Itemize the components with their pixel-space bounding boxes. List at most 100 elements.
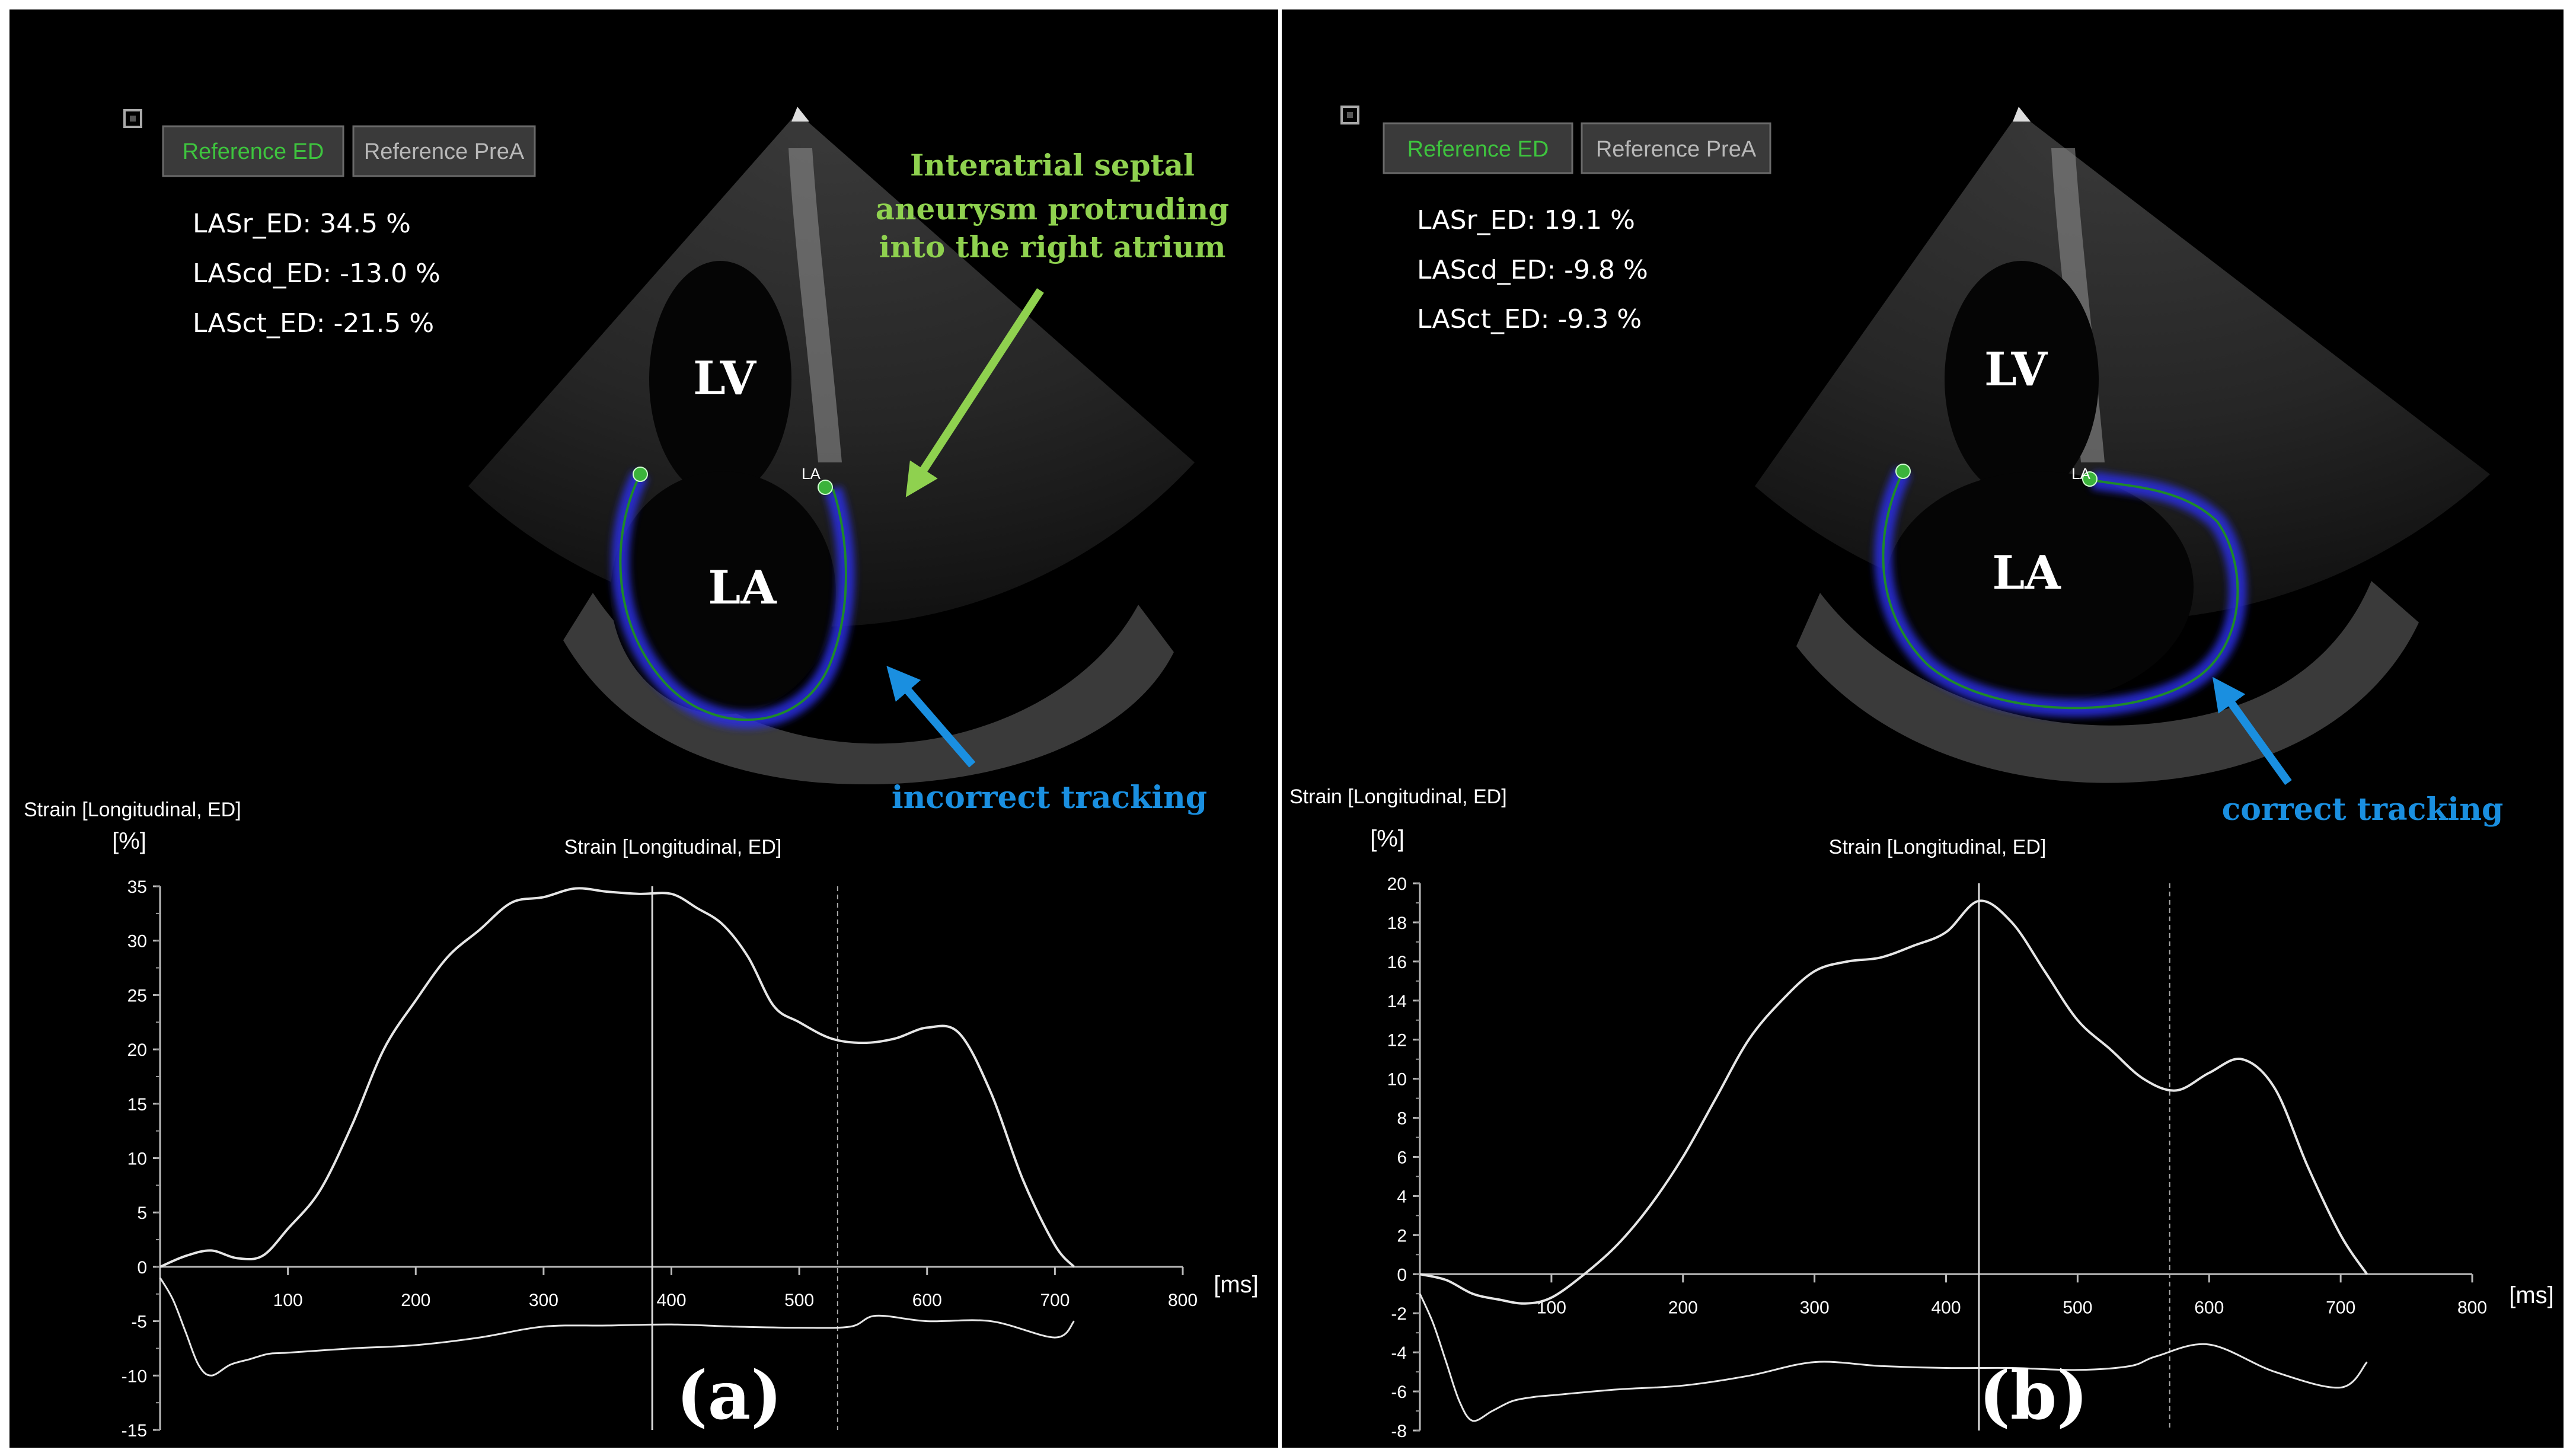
- x-tick-label: 100: [273, 1291, 303, 1310]
- y-tick-label: 20: [1387, 874, 1407, 894]
- chart-xlabel-b: [ms]: [2509, 1282, 2554, 1308]
- strain-chart-a: Strain [Longitudinal, ED] Strain [Longit…: [24, 799, 1259, 1441]
- y-tick-label: 0: [1397, 1265, 1407, 1285]
- reference-ed-button-a-bg[interactable]: [162, 125, 344, 177]
- series-line-strain-rate: [159, 1277, 1075, 1377]
- echo-bright-wall-a: [563, 593, 1174, 785]
- tracking-point-a1: [633, 467, 648, 482]
- correct-tracking-arrow-icon: [2212, 676, 2292, 786]
- incorrect-tracking-label: incorrect tracking: [892, 780, 1207, 816]
- y-tick-label: 15: [127, 1095, 147, 1115]
- panel-letter-a: (a): [676, 1357, 783, 1435]
- reference-ed-label-b: Reference ED: [1407, 137, 1549, 162]
- x-tick-label: 400: [656, 1291, 686, 1310]
- x-tick-label: 300: [1800, 1298, 1830, 1317]
- y-tick-label: 4: [1397, 1187, 1407, 1206]
- reference-ed-button-a[interactable]: Reference ED: [162, 125, 344, 177]
- y-tick-label: -10: [122, 1366, 147, 1386]
- echo-sector-b: [1755, 113, 2490, 621]
- chart-title-a: Strain [Longitudinal, ED]: [564, 836, 782, 858]
- la-marker-label-a: LA: [802, 465, 821, 483]
- measurement-lasr-a: LASr_ED: 34.5 %: [193, 209, 411, 239]
- y-tick-label: 16: [1387, 953, 1407, 972]
- echo-septum-a: [788, 148, 842, 462]
- x-tick-label: 500: [784, 1291, 814, 1310]
- lv-label-b: LV: [1984, 343, 2048, 397]
- reference-prea-label-a: Reference PreA: [364, 139, 525, 164]
- strain-chart-b: Strain [Longitudinal, ED] Strain [Longit…: [1289, 786, 2554, 1441]
- y-tick-label: 12: [1387, 1031, 1407, 1051]
- y-tick-label: 0: [137, 1258, 147, 1278]
- reference-prea-button-a-bg[interactable]: [352, 125, 536, 177]
- tracking-contour-b: [1882, 471, 2239, 710]
- x-tick-label: 800: [1168, 1291, 1198, 1310]
- echo-image-a: [468, 107, 1195, 785]
- y-tick-label: 10: [127, 1150, 147, 1169]
- x-tick-label: 600: [912, 1291, 942, 1310]
- chart-title-b: Strain [Longitudinal, ED]: [1829, 836, 2047, 858]
- tracking-point-a2: [818, 480, 833, 495]
- measurement-lasct-a: LASct_ED: -21.5 %: [193, 308, 434, 339]
- measurement-lascd-b: LAScd_ED: -9.8 %: [1417, 255, 1648, 285]
- x-tick-label: 500: [2063, 1298, 2092, 1317]
- correct-tracking-annotation: correct tracking: [2212, 676, 2504, 828]
- chart-ylabel-b: [%]: [1370, 826, 1404, 852]
- y-tick-label: -6: [1391, 1382, 1407, 1402]
- correct-tracking-label: correct tracking: [2222, 791, 2504, 828]
- x-tick-label: 800: [2457, 1298, 2487, 1317]
- y-tick-label: -2: [1391, 1304, 1407, 1324]
- la-marker-label-b: LA: [2071, 465, 2090, 483]
- tracking-point-b1: [1895, 464, 1911, 479]
- y-tick-label: 5: [137, 1203, 147, 1223]
- chart-outer-label-b: Strain [Longitudinal, ED]: [1289, 786, 1507, 808]
- x-tick-label: 300: [529, 1291, 558, 1310]
- y-tick-label: 2: [1397, 1226, 1407, 1246]
- x-tick-label: 200: [401, 1291, 430, 1310]
- y-tick-label: 6: [1397, 1148, 1407, 1168]
- checkbox-fill-b: [1347, 112, 1353, 118]
- panel-a: LV LA LA Reference ED Reference PreA LAS…: [7, 7, 1281, 1450]
- reference-ed-button-b-bg[interactable]: [1383, 122, 1573, 174]
- panel-letter-b: (b): [1979, 1357, 2088, 1435]
- measurement-lasr-b: LASr_ED: 19.1 %: [1417, 205, 1635, 235]
- y-tick-label: -8: [1391, 1422, 1407, 1441]
- reference-prea-button-b[interactable]: Reference PreA: [1581, 122, 1771, 174]
- reference-ed-button-b[interactable]: Reference ED: [1383, 122, 1573, 174]
- septal-arrow-icon: [905, 288, 1044, 497]
- septal-annotation-line1: Interatrial septal: [910, 148, 1195, 183]
- septal-annotation-line2: aneurysm protruding: [876, 191, 1229, 226]
- reference-prea-label-b: Reference PreA: [1596, 137, 1757, 162]
- echo-la-cavity-a: [611, 471, 836, 714]
- echo-la-cavity-b: [1885, 471, 2194, 703]
- echo-lv-cavity-a: [649, 261, 791, 498]
- reference-ed-label-a: Reference ED: [183, 139, 324, 164]
- incorrect-tracking-annotation: incorrect tracking: [886, 666, 1207, 816]
- chart-xlabel-a: [ms]: [1214, 1272, 1259, 1298]
- x-tick-label: 700: [2326, 1298, 2355, 1317]
- y-tick-label: -4: [1391, 1343, 1407, 1363]
- reference-prea-button-a[interactable]: Reference PreA: [352, 125, 536, 177]
- series-line-strain: [1419, 899, 2368, 1305]
- la-label-b: LA: [1992, 546, 2061, 600]
- y-tick-label: 25: [127, 986, 147, 1005]
- x-tick-label: 200: [1668, 1298, 1698, 1317]
- echo-bright-wall-b: [1796, 581, 2419, 783]
- measurement-lascd-a: LAScd_ED: -13.0 %: [193, 258, 440, 289]
- series-line-strain-rate: [1419, 1293, 2368, 1422]
- probe-icon-b: [2013, 107, 2031, 122]
- y-tick-label: 8: [1397, 1109, 1407, 1129]
- incorrect-tracking-arrow-icon: [886, 666, 976, 768]
- x-tick-label: 700: [1040, 1291, 1070, 1310]
- checkbox-a[interactable]: [123, 109, 142, 128]
- tracking-contour-a: [619, 474, 847, 721]
- series-line-strain: [159, 887, 1075, 1268]
- probe-icon-a: [791, 107, 809, 122]
- measurement-lasct-b: LASct_ED: -9.3 %: [1417, 304, 1642, 334]
- reference-prea-button-b-bg[interactable]: [1581, 122, 1771, 174]
- panel-b: LV LA LA Reference ED Reference PreA LAS…: [1279, 7, 2566, 1450]
- x-tick-label: 600: [2194, 1298, 2224, 1317]
- x-tick-label: 400: [1931, 1298, 1961, 1317]
- chart-ylabel-a: [%]: [112, 828, 146, 854]
- y-tick-label: 30: [127, 932, 147, 951]
- checkbox-b[interactable]: [1340, 106, 1359, 124]
